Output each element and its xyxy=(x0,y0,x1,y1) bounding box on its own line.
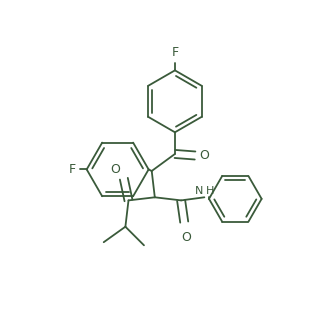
Text: N: N xyxy=(195,186,204,196)
Text: O: O xyxy=(110,163,120,176)
Text: F: F xyxy=(69,163,76,176)
Text: O: O xyxy=(199,149,209,162)
Text: F: F xyxy=(171,46,178,58)
Text: H: H xyxy=(206,186,214,196)
Text: O: O xyxy=(181,231,191,244)
